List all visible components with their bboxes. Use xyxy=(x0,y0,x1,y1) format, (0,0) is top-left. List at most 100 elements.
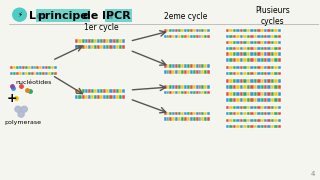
Bar xyxy=(122,95,125,99)
Bar xyxy=(193,64,196,68)
Bar xyxy=(229,47,233,50)
Bar xyxy=(190,35,193,38)
Bar xyxy=(260,85,264,89)
Bar xyxy=(264,112,268,115)
Bar xyxy=(97,95,100,99)
Bar xyxy=(187,35,190,38)
Bar xyxy=(243,125,247,128)
Bar xyxy=(36,72,39,75)
Bar xyxy=(257,79,260,83)
Bar xyxy=(275,79,278,83)
Bar xyxy=(253,98,257,102)
Bar xyxy=(236,66,240,69)
Bar xyxy=(170,29,172,32)
Bar xyxy=(257,35,260,38)
Bar xyxy=(167,112,170,115)
Bar xyxy=(229,85,233,89)
Bar xyxy=(82,95,85,99)
Bar xyxy=(264,41,268,44)
Bar xyxy=(181,70,184,74)
Bar xyxy=(94,89,97,93)
Bar xyxy=(85,89,88,93)
Bar xyxy=(119,95,122,99)
Bar xyxy=(247,119,250,123)
Bar xyxy=(36,66,39,69)
Bar xyxy=(233,58,236,62)
Bar xyxy=(268,112,271,115)
Bar xyxy=(39,72,42,75)
Bar xyxy=(278,58,281,62)
Bar xyxy=(275,98,278,102)
Bar xyxy=(229,35,233,38)
Bar xyxy=(236,119,240,123)
Bar xyxy=(236,29,240,32)
Bar xyxy=(271,92,275,96)
Text: ⚡: ⚡ xyxy=(17,12,22,18)
Text: 1er cycle: 1er cycle xyxy=(84,23,119,32)
Bar xyxy=(201,70,204,74)
Bar xyxy=(247,41,250,44)
Bar xyxy=(250,41,253,44)
Bar xyxy=(196,118,198,121)
Bar xyxy=(240,47,243,50)
Bar xyxy=(247,125,250,128)
Bar xyxy=(54,72,57,75)
Bar xyxy=(271,66,275,69)
Bar xyxy=(240,35,243,38)
Bar xyxy=(243,92,247,96)
Bar xyxy=(257,47,260,50)
Circle shape xyxy=(13,8,26,21)
Bar xyxy=(260,79,264,83)
Bar xyxy=(193,85,196,89)
Bar xyxy=(278,66,281,69)
Bar xyxy=(257,92,260,96)
Bar xyxy=(109,45,113,49)
Bar xyxy=(207,29,210,32)
Bar xyxy=(204,29,207,32)
Bar xyxy=(233,72,236,75)
Bar xyxy=(247,66,250,69)
Bar xyxy=(16,66,19,69)
Text: 2eme cycle: 2eme cycle xyxy=(164,12,207,21)
Bar xyxy=(278,106,281,109)
Bar xyxy=(193,91,196,95)
Bar xyxy=(233,79,236,83)
Bar xyxy=(196,29,198,32)
Bar xyxy=(181,112,184,115)
Bar xyxy=(250,98,253,102)
Bar xyxy=(54,66,57,69)
Bar xyxy=(88,89,91,93)
Bar xyxy=(226,66,229,69)
Bar xyxy=(240,79,243,83)
Bar xyxy=(119,39,122,43)
Bar xyxy=(170,64,172,68)
Bar xyxy=(22,66,25,69)
Bar xyxy=(85,39,88,43)
Bar xyxy=(113,39,116,43)
Bar xyxy=(240,29,243,32)
Bar xyxy=(184,35,187,38)
Bar xyxy=(91,95,94,99)
Bar xyxy=(201,118,204,121)
Bar xyxy=(271,106,275,109)
Bar xyxy=(164,70,167,74)
Bar xyxy=(250,72,253,75)
Text: nucléotides: nucléotides xyxy=(15,80,52,85)
Bar xyxy=(88,39,91,43)
Bar xyxy=(97,39,100,43)
Bar xyxy=(253,119,257,123)
Bar xyxy=(45,66,48,69)
Bar xyxy=(164,35,167,38)
Bar xyxy=(250,92,253,96)
Bar xyxy=(253,125,257,128)
Bar xyxy=(253,85,257,89)
Bar xyxy=(229,112,233,115)
Bar xyxy=(226,125,229,128)
Bar xyxy=(85,45,88,49)
Bar xyxy=(278,112,281,115)
Bar xyxy=(275,41,278,44)
Bar xyxy=(170,85,172,89)
Bar xyxy=(178,112,181,115)
Bar xyxy=(260,112,264,115)
Bar xyxy=(167,118,170,121)
